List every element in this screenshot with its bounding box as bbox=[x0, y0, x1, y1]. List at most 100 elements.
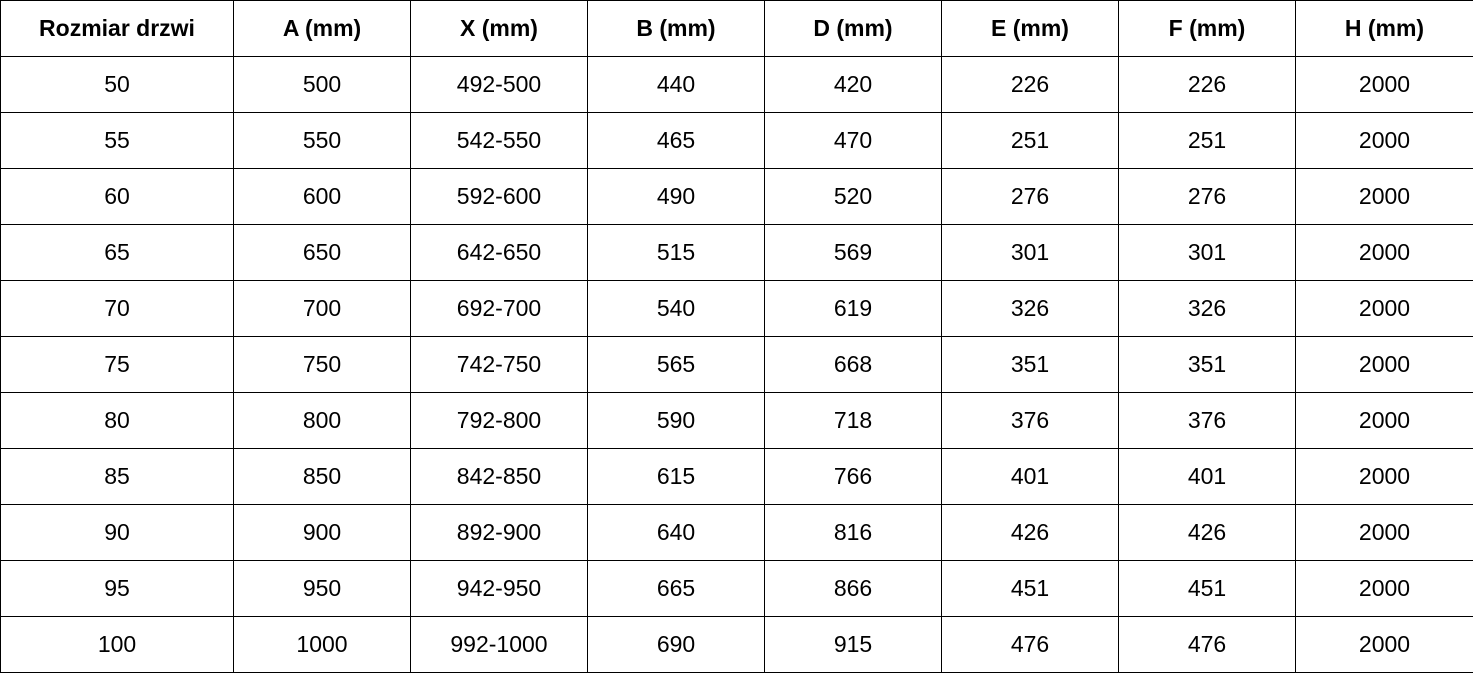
table-cell: 326 bbox=[941, 280, 1119, 337]
table-cell: 816 bbox=[764, 504, 942, 561]
table-row: 50 500 492-500 440 420 226 226 2000 bbox=[0, 56, 1473, 113]
table-cell: 540 bbox=[587, 280, 765, 337]
table-cell: 75 bbox=[0, 336, 234, 393]
table-cell: 251 bbox=[1118, 112, 1296, 169]
table-cell: 2000 bbox=[1295, 112, 1473, 169]
table-cell: 2000 bbox=[1295, 448, 1473, 505]
table-cell: 476 bbox=[1118, 616, 1296, 673]
table-cell: 1000 bbox=[233, 616, 411, 673]
table-cell: 750 bbox=[233, 336, 411, 393]
table-cell: 55 bbox=[0, 112, 234, 169]
table-cell: 70 bbox=[0, 280, 234, 337]
table-cell: 590 bbox=[587, 392, 765, 449]
table-cell: 276 bbox=[1118, 168, 1296, 225]
table-cell: 766 bbox=[764, 448, 942, 505]
table-cell: 251 bbox=[941, 112, 1119, 169]
table-cell: 690 bbox=[587, 616, 765, 673]
table-cell: 80 bbox=[0, 392, 234, 449]
table-cell: 426 bbox=[1118, 504, 1296, 561]
table-cell: 668 bbox=[764, 336, 942, 393]
column-header: B (mm) bbox=[587, 0, 765, 57]
table-cell: 742-750 bbox=[410, 336, 588, 393]
table-cell: 665 bbox=[587, 560, 765, 617]
table-cell: 226 bbox=[1118, 56, 1296, 113]
column-header: E (mm) bbox=[941, 0, 1119, 57]
table-cell: 426 bbox=[941, 504, 1119, 561]
table-cell: 515 bbox=[587, 224, 765, 281]
table-cell: 465 bbox=[587, 112, 765, 169]
table-row: 60 600 592-600 490 520 276 276 2000 bbox=[0, 168, 1473, 225]
table-cell: 950 bbox=[233, 560, 411, 617]
table-body: 50 500 492-500 440 420 226 226 2000 55 550 542-550… bbox=[0, 56, 1473, 673]
table-cell: 65 bbox=[0, 224, 234, 281]
table-cell: 866 bbox=[764, 560, 942, 617]
table-cell: 550 bbox=[233, 112, 411, 169]
table-cell: 2000 bbox=[1295, 616, 1473, 673]
table-cell: 569 bbox=[764, 224, 942, 281]
table-cell: 792-800 bbox=[410, 392, 588, 449]
table-cell: 2000 bbox=[1295, 168, 1473, 225]
table-cell: 301 bbox=[1118, 224, 1296, 281]
table-cell: 376 bbox=[941, 392, 1119, 449]
table-cell: 500 bbox=[233, 56, 411, 113]
table-cell: 440 bbox=[587, 56, 765, 113]
table-cell: 95 bbox=[0, 560, 234, 617]
table-cell: 942-950 bbox=[410, 560, 588, 617]
table-cell: 2000 bbox=[1295, 504, 1473, 561]
table-cell: 640 bbox=[587, 504, 765, 561]
table-cell: 700 bbox=[233, 280, 411, 337]
table-cell: 2000 bbox=[1295, 56, 1473, 113]
table-cell: 351 bbox=[1118, 336, 1296, 393]
table-cell: 600 bbox=[233, 168, 411, 225]
table-cell: 2000 bbox=[1295, 560, 1473, 617]
table-cell: 226 bbox=[941, 56, 1119, 113]
table-cell: 420 bbox=[764, 56, 942, 113]
table-cell: 476 bbox=[941, 616, 1119, 673]
table-cell: 850 bbox=[233, 448, 411, 505]
table-cell: 492-500 bbox=[410, 56, 588, 113]
table-cell: 276 bbox=[941, 168, 1119, 225]
table-cell: 50 bbox=[0, 56, 234, 113]
table-cell: 470 bbox=[764, 112, 942, 169]
table-cell: 90 bbox=[0, 504, 234, 561]
table-cell: 842-850 bbox=[410, 448, 588, 505]
table-cell: 100 bbox=[0, 616, 234, 673]
table-cell: 451 bbox=[941, 560, 1119, 617]
column-header: X (mm) bbox=[410, 0, 588, 57]
table-cell: 326 bbox=[1118, 280, 1296, 337]
column-header: D (mm) bbox=[764, 0, 942, 57]
table-cell: 692-700 bbox=[410, 280, 588, 337]
table-row: 80 800 792-800 590 718 376 376 2000 bbox=[0, 392, 1473, 449]
table-cell: 892-900 bbox=[410, 504, 588, 561]
column-header: Rozmiar drzwi bbox=[0, 0, 234, 57]
table-cell: 85 bbox=[0, 448, 234, 505]
table-cell: 490 bbox=[587, 168, 765, 225]
column-header: H (mm) bbox=[1295, 0, 1473, 57]
table-cell: 619 bbox=[764, 280, 942, 337]
table-row: 70 700 692-700 540 619 326 326 2000 bbox=[0, 280, 1473, 337]
table-cell: 520 bbox=[764, 168, 942, 225]
table-row: 55 550 542-550 465 470 251 251 2000 bbox=[0, 112, 1473, 169]
table-cell: 915 bbox=[764, 616, 942, 673]
table-cell: 642-650 bbox=[410, 224, 588, 281]
column-header: F (mm) bbox=[1118, 0, 1296, 57]
table-row: 65 650 642-650 515 569 301 301 2000 bbox=[0, 224, 1473, 281]
table-row: 85 850 842-850 615 766 401 401 2000 bbox=[0, 448, 1473, 505]
table-cell: 376 bbox=[1118, 392, 1296, 449]
table-cell: 718 bbox=[764, 392, 942, 449]
table-cell: 401 bbox=[941, 448, 1119, 505]
table-cell: 2000 bbox=[1295, 336, 1473, 393]
table-row: 95 950 942-950 665 866 451 451 2000 bbox=[0, 560, 1473, 617]
table-cell: 592-600 bbox=[410, 168, 588, 225]
table-cell: 542-550 bbox=[410, 112, 588, 169]
table-cell: 900 bbox=[233, 504, 411, 561]
table-cell: 401 bbox=[1118, 448, 1296, 505]
table-cell: 2000 bbox=[1295, 280, 1473, 337]
table-cell: 992-1000 bbox=[410, 616, 588, 673]
table-cell: 451 bbox=[1118, 560, 1296, 617]
table-cell: 650 bbox=[233, 224, 411, 281]
header-row: Rozmiar drzwi A (mm) X (mm) B (mm) D (mm) E (… bbox=[0, 0, 1473, 57]
column-header: A (mm) bbox=[233, 0, 411, 57]
table-row: 75 750 742-750 565 668 351 351 2000 bbox=[0, 336, 1473, 393]
